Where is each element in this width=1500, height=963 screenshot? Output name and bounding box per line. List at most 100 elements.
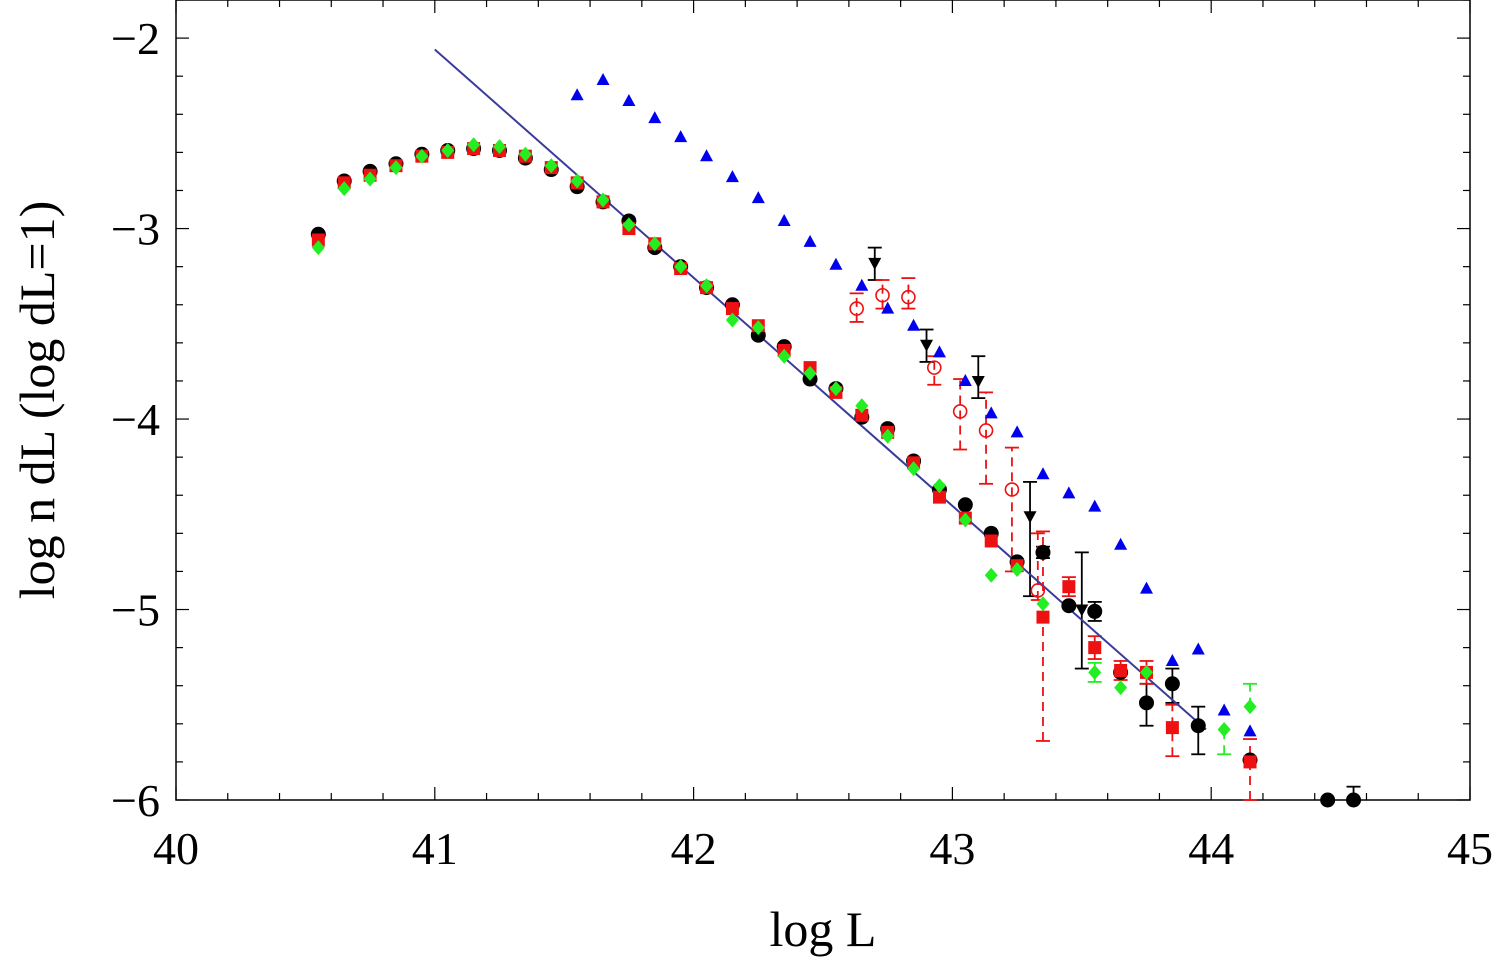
y-tick-label: −2 xyxy=(111,13,160,64)
blue-triangles-point xyxy=(932,345,946,358)
tick-labels: 40 41 42 43 44 45 −2 −3 −4 −5 −6 xyxy=(111,13,1493,874)
green-diamonds-point xyxy=(674,259,688,275)
black-down-triangles-point xyxy=(1075,604,1089,617)
black-circles-point xyxy=(1035,544,1051,560)
black-circles-point xyxy=(1346,792,1362,808)
green-diamonds-point xyxy=(855,398,869,414)
y-axis-title: log n dL (log dL=1) xyxy=(9,201,65,600)
green-diamonds-point xyxy=(648,236,662,252)
blue-triangles-point xyxy=(1062,486,1076,499)
green-diamonds-point xyxy=(881,428,895,444)
red-squares-point xyxy=(1114,663,1128,677)
red-squares-point xyxy=(311,233,325,247)
black-circles-point xyxy=(1087,603,1103,619)
green-diamonds-point xyxy=(596,192,610,208)
x-tick-label: 44 xyxy=(1188,823,1234,874)
black-down-triangles-point xyxy=(1023,511,1037,524)
x-tick-label: 43 xyxy=(929,823,975,874)
blue-triangles-point xyxy=(777,213,791,226)
green-diamonds-point xyxy=(907,461,921,477)
blue-triangles-point xyxy=(907,318,921,331)
blue-triangles-point xyxy=(855,278,869,291)
black-circles-point xyxy=(1190,718,1206,734)
red-squares-point xyxy=(1036,610,1050,624)
green-diamonds-point xyxy=(725,312,739,328)
red-open-circles-point xyxy=(1030,583,1046,598)
axis-ticks xyxy=(175,0,1471,801)
black-circles-point xyxy=(1320,792,1336,808)
green-diamonds-point xyxy=(984,567,998,583)
red-squares-point xyxy=(1243,755,1257,769)
green-diamonds-point xyxy=(751,320,765,336)
blue-triangles-point xyxy=(1217,703,1231,716)
green-diamonds-point xyxy=(1114,680,1128,696)
blue-triangles-point xyxy=(1010,425,1024,438)
blue-triangles-point xyxy=(700,149,714,162)
blue-triangles-point xyxy=(1114,537,1128,550)
data-markers xyxy=(310,73,1362,808)
green-diamonds-point xyxy=(337,181,351,197)
black-circles-point xyxy=(1139,695,1154,711)
green-diamonds-point xyxy=(311,240,325,256)
x-tick-label: 42 xyxy=(671,823,717,874)
green-diamonds-point xyxy=(493,139,506,155)
black-down-triangles-point xyxy=(971,375,985,388)
blue-triangles-point xyxy=(984,406,998,419)
green-diamonds-point xyxy=(544,158,558,174)
red-open-circles-point xyxy=(875,287,890,303)
blue-triangles-point xyxy=(674,130,688,143)
green-diamonds-point xyxy=(1036,596,1050,612)
plot-frame xyxy=(175,0,1471,801)
y-tick-label: −4 xyxy=(111,394,160,445)
blue-triangles-point xyxy=(1140,581,1153,594)
x-tick-label: 45 xyxy=(1447,823,1493,874)
green-diamonds-point xyxy=(1217,722,1231,738)
green-diamonds-point xyxy=(1243,699,1257,715)
green-diamonds-point xyxy=(570,173,584,189)
blue-triangles-point xyxy=(570,88,584,101)
blue-triangles-point xyxy=(725,170,739,183)
blue-triangles-point xyxy=(596,73,610,85)
power-law-fit xyxy=(434,48,1207,731)
green-diamonds-point xyxy=(700,278,714,294)
blue-triangles-point xyxy=(1036,467,1050,480)
fit-line xyxy=(434,48,1207,731)
green-diamonds-point xyxy=(441,142,455,158)
red-open-circles-point xyxy=(926,360,942,375)
black-down-triangles-point xyxy=(920,339,934,352)
blue-triangles-point xyxy=(1088,499,1102,512)
green-diamonds-point xyxy=(363,171,377,187)
red-squares-point xyxy=(1062,580,1076,594)
error-bars xyxy=(849,246,1361,801)
blue-triangles-point xyxy=(622,93,636,106)
x-tick-label: 41 xyxy=(412,823,458,874)
y-tick-label: −6 xyxy=(111,775,160,826)
blue-triangles-point xyxy=(1165,653,1179,666)
green-diamonds-point xyxy=(467,137,481,153)
red-open-circles-point xyxy=(849,301,864,316)
red-squares-point xyxy=(1165,721,1179,735)
red-squares-point xyxy=(725,302,739,316)
green-diamonds-point xyxy=(803,365,817,381)
blue-triangles-point xyxy=(648,111,662,124)
y-tick-label: −3 xyxy=(111,204,160,255)
blue-triangles-point xyxy=(958,373,972,386)
red-open-circles-point xyxy=(952,404,968,419)
x-axis-title: log L xyxy=(770,901,877,957)
blue-triangles-point xyxy=(751,191,765,204)
red-open-circles-point xyxy=(1004,482,1020,497)
black-circles-point xyxy=(957,497,973,513)
red-open-circles-point xyxy=(978,423,994,438)
x-tick-label: 40 xyxy=(153,823,199,874)
red-squares-point xyxy=(932,490,946,504)
green-diamonds-point xyxy=(932,478,946,494)
blue-triangles-point xyxy=(881,301,895,314)
blue-triangles-point xyxy=(1243,724,1257,737)
black-down-triangles-point xyxy=(868,257,882,270)
green-diamonds-point xyxy=(415,148,429,164)
green-diamonds-point xyxy=(1088,664,1102,680)
black-circles-point xyxy=(1061,598,1077,614)
green-diamonds-point xyxy=(518,146,532,162)
red-squares-point xyxy=(984,534,998,548)
